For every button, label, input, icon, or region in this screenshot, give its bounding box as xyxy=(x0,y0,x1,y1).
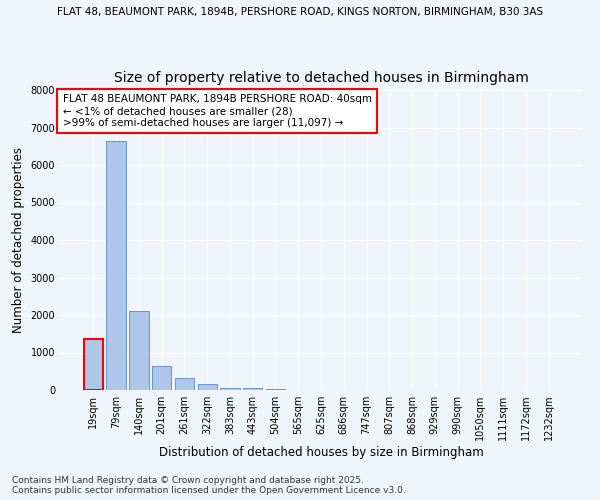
Text: Contains HM Land Registry data © Crown copyright and database right 2025.
Contai: Contains HM Land Registry data © Crown c… xyxy=(12,476,406,495)
Bar xyxy=(243,388,262,390)
Bar xyxy=(152,366,172,390)
Bar xyxy=(84,340,103,390)
Text: FLAT 48, BEAUMONT PARK, 1894B, PERSHORE ROAD, KINGS NORTON, BIRMINGHAM, B30 3AS: FLAT 48, BEAUMONT PARK, 1894B, PERSHORE … xyxy=(57,8,543,18)
Y-axis label: Number of detached properties: Number of detached properties xyxy=(12,147,25,333)
Title: Size of property relative to detached houses in Birmingham: Size of property relative to detached ho… xyxy=(113,70,529,85)
Bar xyxy=(197,384,217,390)
Bar xyxy=(266,389,285,390)
Text: FLAT 48 BEAUMONT PARK, 1894B PERSHORE ROAD: 40sqm
← <1% of detached houses are s: FLAT 48 BEAUMONT PARK, 1894B PERSHORE RO… xyxy=(62,94,371,128)
Bar xyxy=(129,311,149,390)
X-axis label: Distribution of detached houses by size in Birmingham: Distribution of detached houses by size … xyxy=(158,446,484,459)
Bar xyxy=(175,378,194,390)
Bar xyxy=(220,388,239,390)
Bar xyxy=(106,140,126,390)
